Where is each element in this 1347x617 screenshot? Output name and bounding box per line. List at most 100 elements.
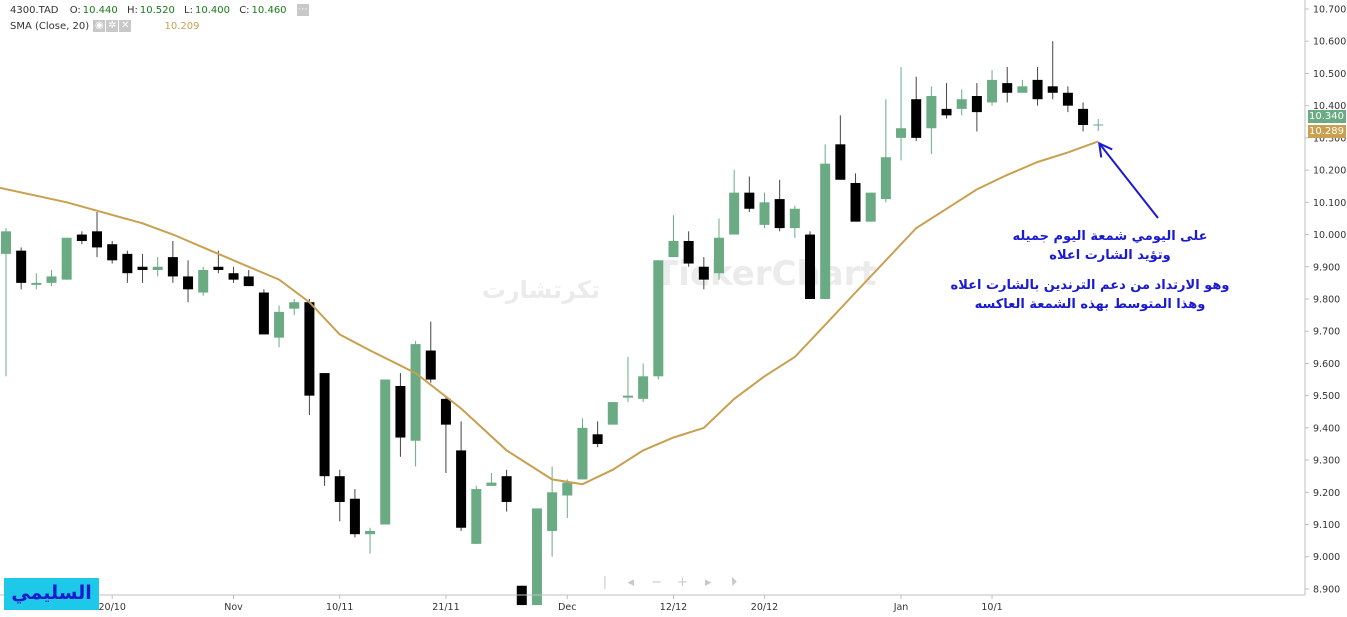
y-tick-label: 9.500 [1313, 391, 1340, 402]
nav-last-icon[interactable]: ⏵ [730, 574, 738, 590]
nav-first-icon[interactable]: ❘ [599, 574, 611, 590]
y-tick-label: 9.000 [1313, 552, 1340, 563]
candle-up [410, 340, 421, 467]
candle-down [228, 266, 239, 283]
candle-up [622, 356, 633, 403]
candle-body [334, 476, 345, 502]
low-label: L: [184, 5, 193, 16]
candle-body [547, 492, 558, 531]
x-tick-label: 21/11 [432, 602, 459, 613]
candle-body [1062, 92, 1073, 106]
candle-up [865, 192, 876, 222]
x-tick-label: 20/12 [751, 602, 778, 613]
x-tick-label: Nov [224, 602, 243, 613]
candle-up [638, 363, 649, 403]
candle-down [1078, 102, 1089, 132]
zoom-in-icon[interactable]: + [676, 574, 688, 590]
candle-up [562, 479, 573, 519]
annotation-line-1: على اليومي شمعة اليوم جميله [1012, 229, 1208, 244]
zoom-out-icon[interactable]: − [651, 574, 663, 590]
y-tick-label: 10.200 [1313, 166, 1346, 177]
candle-down [167, 240, 178, 283]
candle-body [501, 476, 512, 502]
candle-up [152, 257, 163, 277]
candle-down [183, 260, 194, 303]
candle-down [76, 231, 87, 245]
candle-body [198, 269, 209, 293]
sma-label: SMA (Close, 20) [10, 21, 90, 32]
candle-up [607, 402, 618, 425]
candle-up [198, 266, 209, 296]
candle-down [1047, 41, 1058, 100]
candle-body [243, 276, 254, 287]
high-label: H: [126, 5, 138, 16]
candle-body [349, 498, 360, 535]
candle-body [880, 157, 891, 200]
y-tick-label: 9.300 [1313, 456, 1340, 467]
candle-down [92, 211, 103, 258]
sma-price-tag: 10.289 [1308, 125, 1346, 138]
candle-down [835, 115, 846, 180]
y-tick-label: 10.300 [1313, 133, 1346, 144]
candle-up [577, 418, 588, 480]
candle-body [274, 311, 285, 338]
x-tick-label: Dec [558, 602, 576, 613]
y-tick-label: 10.600 [1313, 37, 1346, 48]
candle-body [31, 282, 42, 285]
candle-body [1047, 86, 1058, 93]
candle-body [820, 163, 831, 299]
candle-down [698, 257, 709, 290]
candle-down [243, 269, 254, 287]
close-icon[interactable]: ✕ [119, 20, 132, 32]
candle-body [16, 250, 27, 283]
candle-body [122, 253, 133, 274]
candle-up [820, 144, 831, 299]
candle-body [850, 182, 861, 222]
gear-icon[interactable]: ✲ [106, 20, 119, 32]
candle-up [1, 228, 11, 377]
candle-body [440, 398, 451, 425]
candle-body [152, 266, 163, 270]
x-tick-label: 20/10 [98, 602, 125, 613]
visibility-icon[interactable]: ◉ [93, 20, 106, 32]
candle-down [774, 179, 785, 232]
y-tick-label: 10.700 [1313, 5, 1346, 16]
candle-down [971, 83, 982, 132]
candle-body [76, 234, 87, 241]
candle-body [941, 108, 952, 116]
annotation-arrow-line [1098, 142, 1159, 219]
candle-body [319, 373, 330, 477]
nav-next-icon[interactable]: ▸ [704, 574, 712, 590]
candle-down [349, 489, 360, 538]
candle-body [183, 276, 194, 290]
candle-up [380, 379, 391, 525]
y-tick-label: 9.800 [1313, 294, 1340, 305]
candle-up [789, 205, 800, 238]
last-price-tag: 10.340 [1308, 110, 1346, 123]
candle-up [987, 70, 998, 106]
candle-up [668, 215, 679, 258]
candle-down [683, 231, 694, 267]
candle-down [16, 247, 27, 290]
candle-up [880, 99, 891, 203]
low-value: 10.400 [195, 5, 230, 16]
open-label: O: [69, 5, 81, 16]
candle-down [425, 321, 436, 383]
candle-body [1078, 108, 1089, 125]
more-options-icon[interactable]: ⋯ [296, 4, 309, 16]
annotation-arrow-layer [1097, 141, 1159, 219]
candle-down [304, 298, 315, 415]
candle-body [835, 144, 846, 180]
candle-body [971, 95, 982, 113]
candle-body [713, 237, 724, 274]
symbol-label: 4300.TAD [10, 5, 59, 16]
candle-down [592, 421, 603, 448]
annotation-line-3: وهو الارتداد من دعم الترندين بالشارت اعل… [950, 278, 1230, 293]
nav-prev-icon[interactable]: ◂ [627, 574, 634, 590]
candle-body [577, 427, 588, 480]
candle-down [1002, 66, 1013, 103]
candle-body [304, 302, 315, 396]
